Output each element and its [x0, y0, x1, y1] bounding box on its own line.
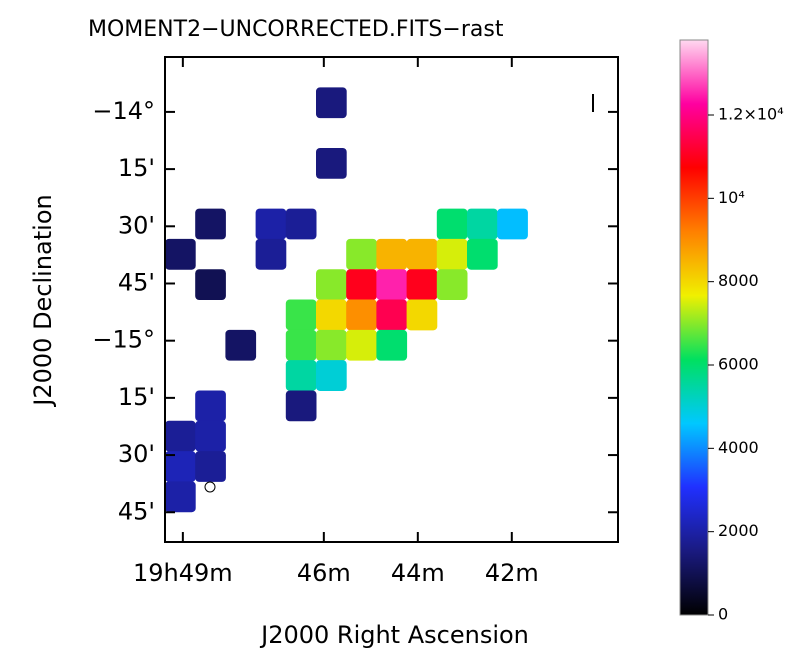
- pixel: [406, 238, 438, 270]
- pixel: [316, 299, 347, 331]
- pixel: [285, 208, 317, 240]
- chart-title: MOMENT2−UNCORRECTED.FITS−rast: [88, 17, 504, 42]
- y-axis-label: J2000 Declination: [29, 194, 57, 407]
- y-tick-label: 15': [118, 154, 155, 182]
- pixel: [316, 329, 347, 361]
- colorbar-tick-label: 6000: [718, 355, 759, 374]
- beam: [204, 481, 216, 493]
- x-tick-label: 46m: [297, 559, 351, 587]
- y-tick-label: 45': [118, 268, 155, 296]
- pixel: [195, 390, 226, 422]
- pixel: [316, 360, 347, 391]
- pixel: [195, 420, 226, 452]
- y-tick-label: 30': [118, 440, 155, 468]
- pixel: [316, 87, 347, 119]
- colorbar: [679, 39, 709, 616]
- pixel: [165, 451, 196, 482]
- pixel: [346, 329, 377, 361]
- pixel: [467, 238, 498, 270]
- pixel: [346, 238, 377, 270]
- colorbar-tick-label: 0: [718, 605, 728, 624]
- pixel: [285, 390, 317, 422]
- pixel: [436, 238, 468, 270]
- pixel: [436, 269, 468, 300]
- pixel: [436, 208, 468, 240]
- pixel: [376, 299, 408, 331]
- colorbar-tick-label: 4000: [718, 438, 759, 457]
- plot-frame: [164, 56, 619, 543]
- pixel: [467, 208, 498, 240]
- y-tick-label: −15°: [92, 326, 155, 354]
- y-tick-label: 45': [118, 497, 155, 525]
- pixel: [285, 360, 317, 391]
- pixel: [195, 451, 226, 482]
- pixel: [497, 208, 528, 240]
- pixel: [346, 269, 377, 300]
- colorbar-tick-label: 2000: [718, 521, 759, 540]
- pixel: [165, 238, 196, 270]
- pixel: [285, 299, 317, 331]
- pixel: [195, 269, 226, 300]
- pixel: [225, 329, 257, 361]
- y-tick-label: 15': [118, 383, 155, 411]
- pixel: [316, 269, 347, 300]
- pixel: [165, 481, 196, 513]
- x-tick-label: 19h49m: [133, 559, 233, 587]
- pixel: [406, 299, 438, 331]
- pixel: [346, 299, 377, 331]
- colorbar-tick-label: 8000: [718, 271, 759, 290]
- pixel: [255, 238, 287, 270]
- colorbar-tick-label: 10⁴: [718, 188, 745, 207]
- x-tick-label: 44m: [391, 559, 445, 587]
- x-axis-label: J2000 Right Ascension: [259, 621, 529, 649]
- x-tick-label: 42m: [485, 559, 539, 587]
- y-tick-label: 30': [118, 211, 155, 239]
- pixel: [376, 269, 408, 300]
- pixel: [316, 147, 347, 179]
- pixel: [376, 329, 408, 361]
- image: [165, 87, 528, 513]
- pixel: [406, 269, 438, 300]
- pixel: [285, 329, 317, 361]
- pixel: [376, 238, 408, 270]
- pixel: [255, 208, 287, 240]
- colorbar-tick-label: 1.2×10⁴: [718, 105, 784, 124]
- pixel: [165, 420, 196, 452]
- pixel: [195, 208, 226, 240]
- y-tick-label: −14°: [92, 97, 155, 125]
